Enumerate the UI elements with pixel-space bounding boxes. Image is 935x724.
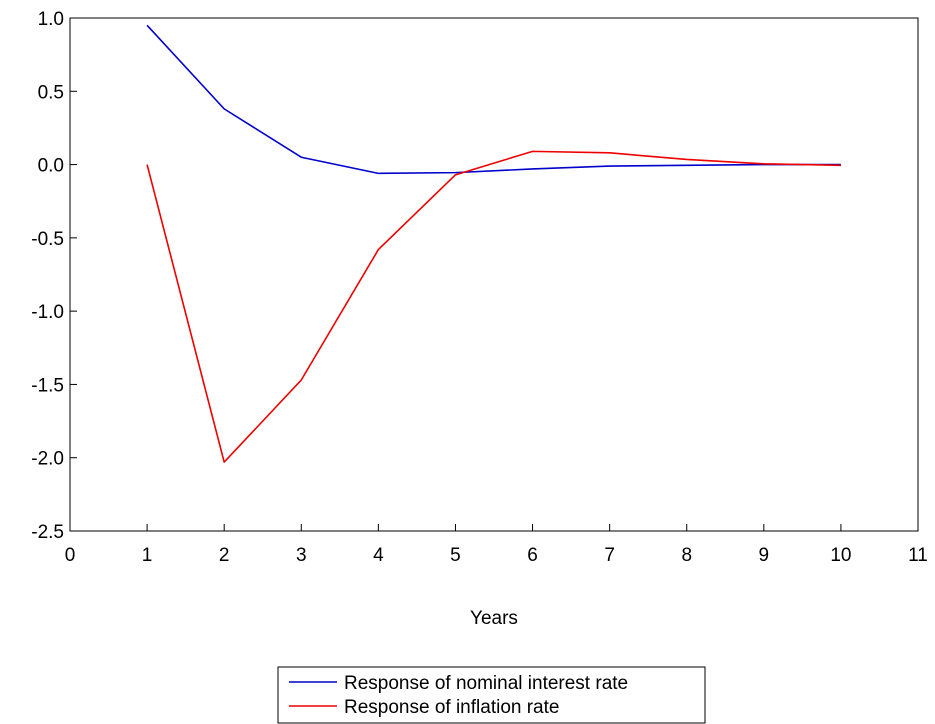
y-axis: 1.0 0.5 0.0 -0.5 -1.0 -1.5 -2.0 -2.5	[31, 9, 77, 543]
x-tick-label: 7	[604, 545, 615, 566]
x-axis: 0 1 2 3 4 5 6 7 8 9 10 11	[65, 524, 928, 566]
series-layer	[146, 24, 841, 463]
y-tick-label: 0.0	[38, 156, 64, 177]
x-tick-label: 5	[450, 545, 461, 566]
y-tick-label: -2.5	[31, 522, 64, 543]
y-tick-label: -1.5	[31, 375, 64, 396]
x-tick-label: 11	[908, 545, 928, 566]
x-tick-label: 3	[296, 545, 307, 566]
series-line-2	[146, 150, 841, 463]
x-tick-label: 6	[527, 545, 538, 566]
y-tick-label: 1.0	[38, 9, 64, 30]
plot-frame	[69, 17, 919, 532]
x-tick-label: 8	[681, 545, 692, 566]
x-tick-label: 0	[65, 545, 76, 566]
series-line-1	[146, 24, 841, 175]
x-tick-label: 2	[219, 545, 230, 566]
x-tick-label: 9	[759, 545, 770, 566]
y-tick-label: -0.5	[31, 229, 64, 250]
legend-box	[277, 666, 706, 724]
x-tick-label: 1	[142, 545, 153, 566]
y-tick-label: -2.0	[31, 449, 64, 470]
legend-label: Response of inflation rate	[344, 697, 559, 718]
x-tick-label: 4	[373, 545, 384, 566]
x-tick-label: 10	[830, 545, 851, 566]
y-tick-label: -1.0	[31, 302, 64, 323]
y-tick-label: 0.5	[38, 82, 64, 103]
x-axis-label: Years	[470, 608, 518, 629]
legend: Response of nominal interest rate Respons…	[277, 666, 706, 724]
legend-label: Response of nominal interest rate	[344, 673, 628, 694]
